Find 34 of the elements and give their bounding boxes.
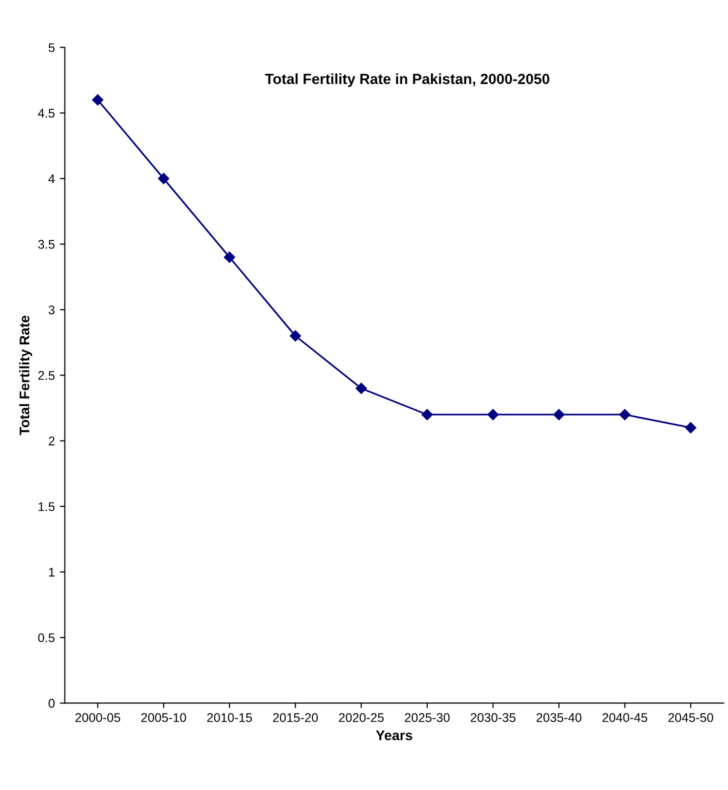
point xyxy=(422,408,433,420)
x-tick-label: 2010-15 xyxy=(207,713,252,722)
x-axis-title: Years xyxy=(376,730,412,740)
y-tick-label: 1.5 xyxy=(38,502,55,512)
y-tick-label: 4 xyxy=(48,174,55,184)
point xyxy=(619,408,630,420)
x-tick-label: 2040-45 xyxy=(602,713,648,722)
x-tick-label: 2025-30 xyxy=(404,713,450,722)
y-tick-label: 0 xyxy=(48,698,55,708)
point xyxy=(92,94,104,106)
point xyxy=(487,408,499,420)
point xyxy=(685,422,696,434)
y-tick-label: 5 xyxy=(48,43,55,52)
point xyxy=(224,252,236,263)
x-tick-label: 2000-05 xyxy=(75,713,120,722)
x-tick-label: 2015-20 xyxy=(273,713,318,722)
y-tick-label: 2 xyxy=(48,436,54,446)
point xyxy=(356,382,367,394)
y-tick-label: 0.5 xyxy=(38,633,55,642)
x-tick-label: 2020-25 xyxy=(338,713,384,722)
x-tick-label: 2030-35 xyxy=(470,713,516,722)
y-tick-label: 4.5 xyxy=(38,108,55,118)
point xyxy=(158,172,170,184)
y-tick-label: 1 xyxy=(49,568,54,576)
y-tick-label: 2.5 xyxy=(38,371,55,380)
point xyxy=(290,330,301,342)
x-tick-label: 2035-40 xyxy=(536,713,582,722)
x-tick-label: 2045-50 xyxy=(668,713,714,722)
y-tick-label: 3.5 xyxy=(38,240,55,249)
text: Total Fertility Rate in Pakistan, 2000-2050 xyxy=(265,73,550,87)
y-axis-title: Total Fertility Rate xyxy=(19,316,32,436)
y-tick-label: 3 xyxy=(48,305,55,314)
x-tick-label: 2005-10 xyxy=(141,713,186,722)
point xyxy=(553,408,565,420)
